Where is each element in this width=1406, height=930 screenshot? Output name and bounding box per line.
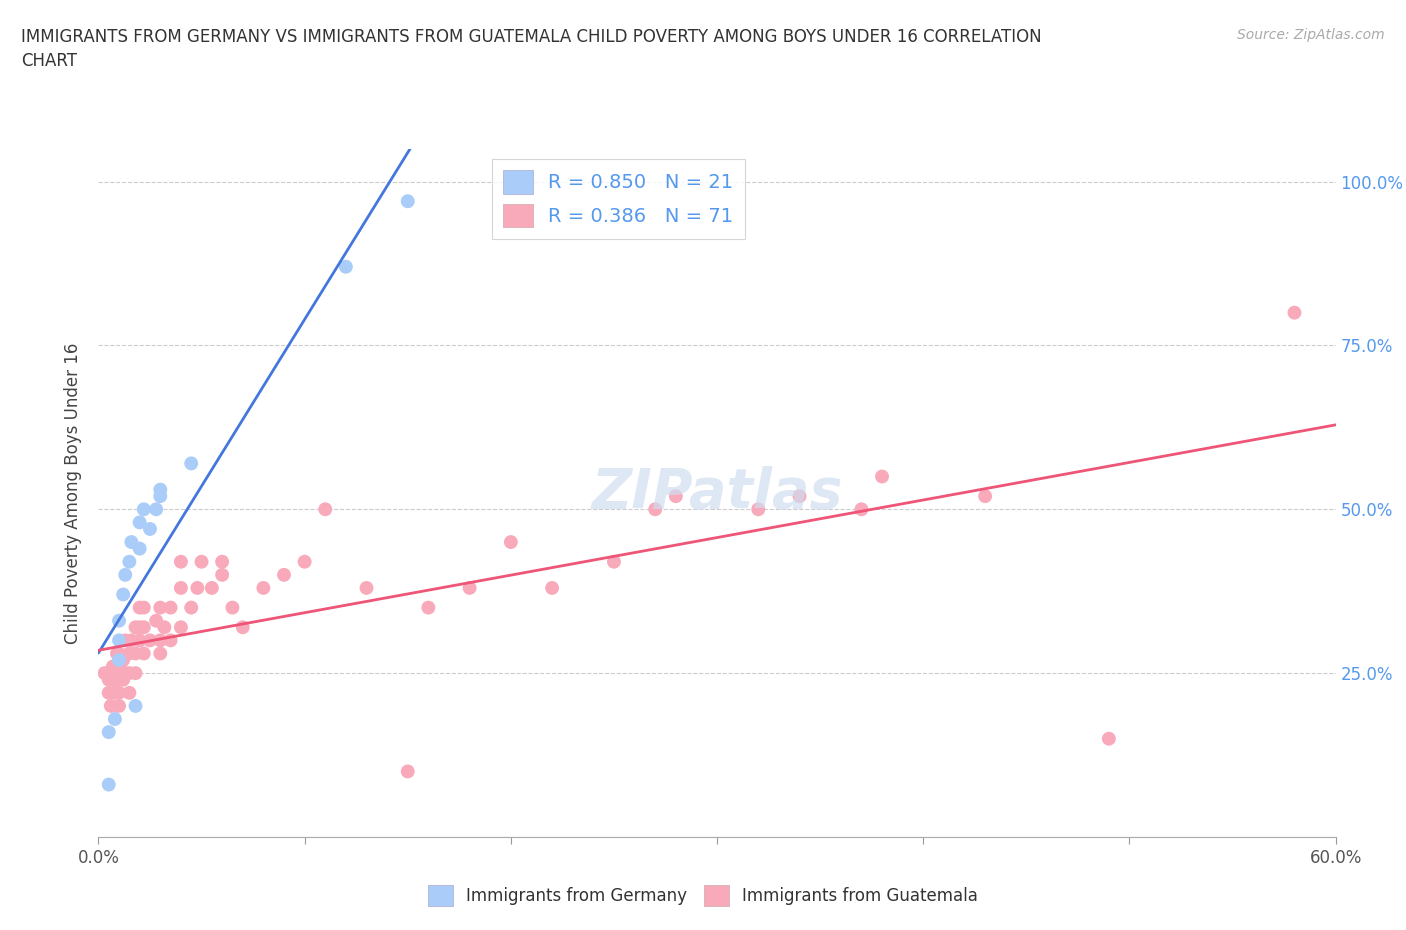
Point	[180, 600, 202, 615]
Point	[104, 685, 127, 700]
Text: ZIPatlas: ZIPatlas	[592, 466, 842, 520]
Point	[93, 666, 115, 681]
Point	[252, 580, 274, 595]
Point	[118, 646, 141, 661]
Point	[335, 259, 357, 274]
Point	[108, 646, 131, 661]
Point	[112, 672, 135, 687]
Point	[665, 489, 688, 504]
Point	[105, 672, 128, 687]
Point	[1284, 305, 1306, 320]
Point	[499, 535, 522, 550]
Point	[108, 613, 131, 628]
Point	[603, 554, 626, 569]
Point	[211, 567, 233, 582]
Point	[108, 633, 131, 648]
Point	[101, 659, 124, 674]
Point	[118, 666, 141, 681]
Point	[851, 502, 873, 517]
Point	[418, 600, 440, 615]
Point	[108, 672, 131, 687]
Text: IMMIGRANTS FROM GERMANY VS IMMIGRANTS FROM GUATEMALA CHILD POVERTY AMONG BOYS UN: IMMIGRANTS FROM GERMANY VS IMMIGRANTS FR…	[21, 28, 1042, 70]
Point	[314, 502, 336, 517]
Point	[108, 685, 131, 700]
Point	[149, 633, 172, 648]
Y-axis label: Child Poverty Among Boys Under 16: Child Poverty Among Boys Under 16	[65, 342, 83, 644]
Point	[132, 619, 155, 634]
Point	[112, 653, 135, 668]
Point	[108, 653, 131, 668]
Point	[149, 646, 172, 661]
Point	[132, 502, 155, 517]
Point	[128, 515, 150, 530]
Point	[221, 600, 243, 615]
Point	[974, 489, 997, 504]
Point	[870, 469, 893, 484]
Point	[97, 672, 120, 687]
Point	[149, 600, 172, 615]
Point	[180, 456, 202, 471]
Point	[211, 554, 233, 569]
Point	[124, 619, 146, 634]
Point	[159, 633, 181, 648]
Point	[118, 554, 141, 569]
Point	[97, 685, 120, 700]
Point	[159, 600, 181, 615]
Point	[153, 619, 176, 634]
Point	[789, 489, 811, 504]
Point	[132, 600, 155, 615]
Point	[201, 580, 224, 595]
Point	[644, 502, 666, 517]
Point	[170, 619, 193, 634]
Point	[97, 724, 120, 739]
Point	[114, 567, 136, 582]
Point	[273, 567, 295, 582]
Point	[149, 482, 172, 497]
Point	[294, 554, 316, 569]
Point	[170, 554, 193, 569]
Point	[139, 522, 162, 537]
Point	[132, 646, 155, 661]
Point	[170, 580, 193, 595]
Point	[1098, 731, 1121, 746]
Point	[396, 193, 419, 208]
Point	[128, 633, 150, 648]
Point	[112, 587, 135, 602]
Point	[186, 580, 208, 595]
Point	[108, 659, 131, 674]
Point	[356, 580, 378, 595]
Point	[124, 646, 146, 661]
Point	[145, 613, 167, 628]
Point	[118, 685, 141, 700]
Point	[108, 698, 131, 713]
Point	[101, 672, 124, 687]
Point	[114, 666, 136, 681]
Point	[232, 619, 254, 634]
Point	[104, 711, 127, 726]
Point	[145, 502, 167, 517]
Point	[128, 619, 150, 634]
Legend: R = 0.850   N = 21, R = 0.386   N = 71: R = 0.850 N = 21, R = 0.386 N = 71	[492, 158, 745, 239]
Point	[541, 580, 564, 595]
Text: Source: ZipAtlas.com: Source: ZipAtlas.com	[1237, 28, 1385, 42]
Point	[149, 489, 172, 504]
Point	[124, 698, 146, 713]
Legend: Immigrants from Germany, Immigrants from Guatemala: Immigrants from Germany, Immigrants from…	[422, 879, 984, 912]
Point	[114, 633, 136, 648]
Point	[190, 554, 212, 569]
Point	[104, 666, 127, 681]
Point	[128, 600, 150, 615]
Point	[458, 580, 481, 595]
Point	[120, 633, 142, 648]
Point	[747, 502, 769, 517]
Point	[139, 633, 162, 648]
Point	[120, 535, 142, 550]
Point	[97, 777, 120, 792]
Point	[396, 764, 419, 779]
Point	[124, 666, 146, 681]
Point	[128, 541, 150, 556]
Point	[105, 646, 128, 661]
Point	[100, 698, 122, 713]
